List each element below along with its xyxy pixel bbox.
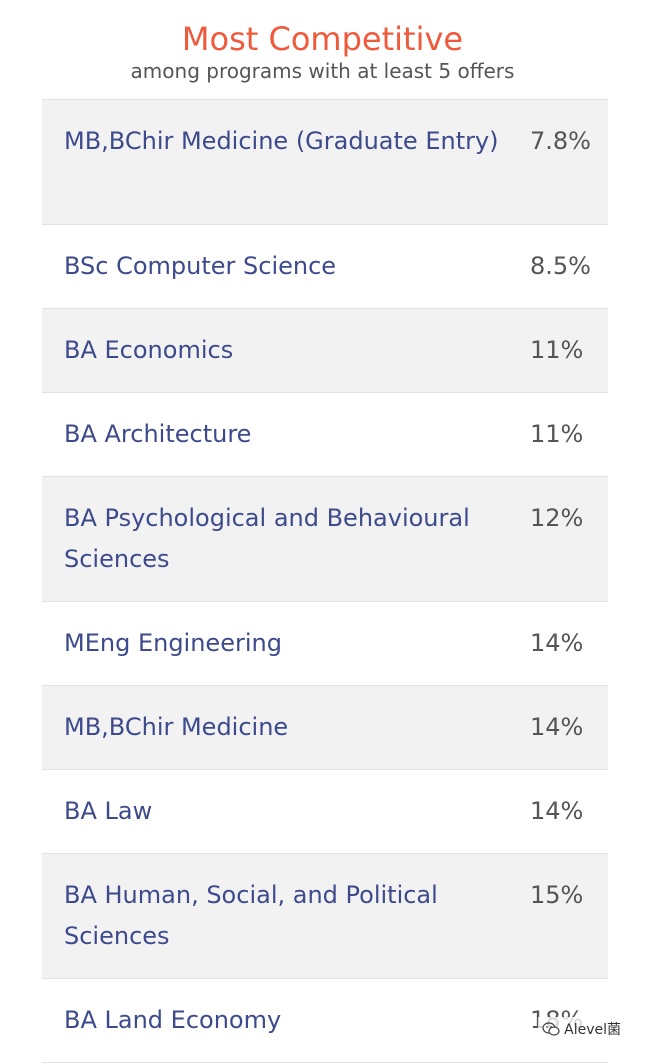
program-name: BA Economics bbox=[64, 336, 234, 364]
program-name: BA Psychological and Behavioural Science… bbox=[64, 504, 470, 573]
table-row: BA Human, Social, and Political Sciences… bbox=[42, 854, 608, 979]
offer-rate: 14% bbox=[530, 629, 584, 657]
program-name: MB,BChir Medicine (Graduate Entry) bbox=[64, 127, 499, 155]
watermark-text: Alevel菌 bbox=[564, 1022, 621, 1038]
offer-rate: 11% bbox=[530, 336, 584, 364]
wechat-icon bbox=[542, 1022, 560, 1036]
table-row: MEng Engineering 14% bbox=[42, 602, 608, 686]
competitiveness-table: MB,BChir Medicine (Graduate Entry) 7.8% … bbox=[42, 99, 608, 1063]
table-row: BSc Computer Science 8.5% bbox=[42, 225, 608, 309]
offer-rate: 14% bbox=[530, 713, 584, 741]
header: Most Competitive among programs with at … bbox=[0, 0, 645, 84]
table-row: BA Economics 11% bbox=[42, 309, 608, 393]
offer-rate: 12% bbox=[530, 504, 584, 532]
table-row: BA Law 14% bbox=[42, 770, 608, 854]
program-name: BSc Computer Science bbox=[64, 252, 337, 280]
offer-rate: 15% bbox=[530, 881, 584, 909]
watermark: Alevel菌 bbox=[538, 1017, 625, 1041]
program-name: MB,BChir Medicine bbox=[64, 713, 289, 741]
program-name: BA Human, Social, and Political Sciences bbox=[64, 881, 438, 950]
table-row: BA Psychological and Behavioural Science… bbox=[42, 477, 608, 602]
offer-rate: 8.5% bbox=[530, 252, 591, 280]
program-name: BA Land Economy bbox=[64, 1006, 282, 1034]
offer-rate: 7.8% bbox=[530, 127, 591, 155]
offer-rate: 11% bbox=[530, 420, 584, 448]
table-row: BA Architecture 11% bbox=[42, 393, 608, 477]
offer-rate: 14% bbox=[530, 797, 584, 825]
program-name: MEng Engineering bbox=[64, 629, 282, 657]
program-name: BA Architecture bbox=[64, 420, 252, 448]
page-subtitle: among programs with at least 5 offers bbox=[130, 59, 515, 83]
page-title: Most Competitive bbox=[181, 20, 464, 58]
program-name: BA Law bbox=[64, 797, 153, 825]
table-row: MB,BChir Medicine (Graduate Entry) 7.8% bbox=[42, 100, 608, 225]
table-row: BA Land Economy 18% bbox=[42, 979, 608, 1063]
table-row: MB,BChir Medicine 14% bbox=[42, 686, 608, 770]
